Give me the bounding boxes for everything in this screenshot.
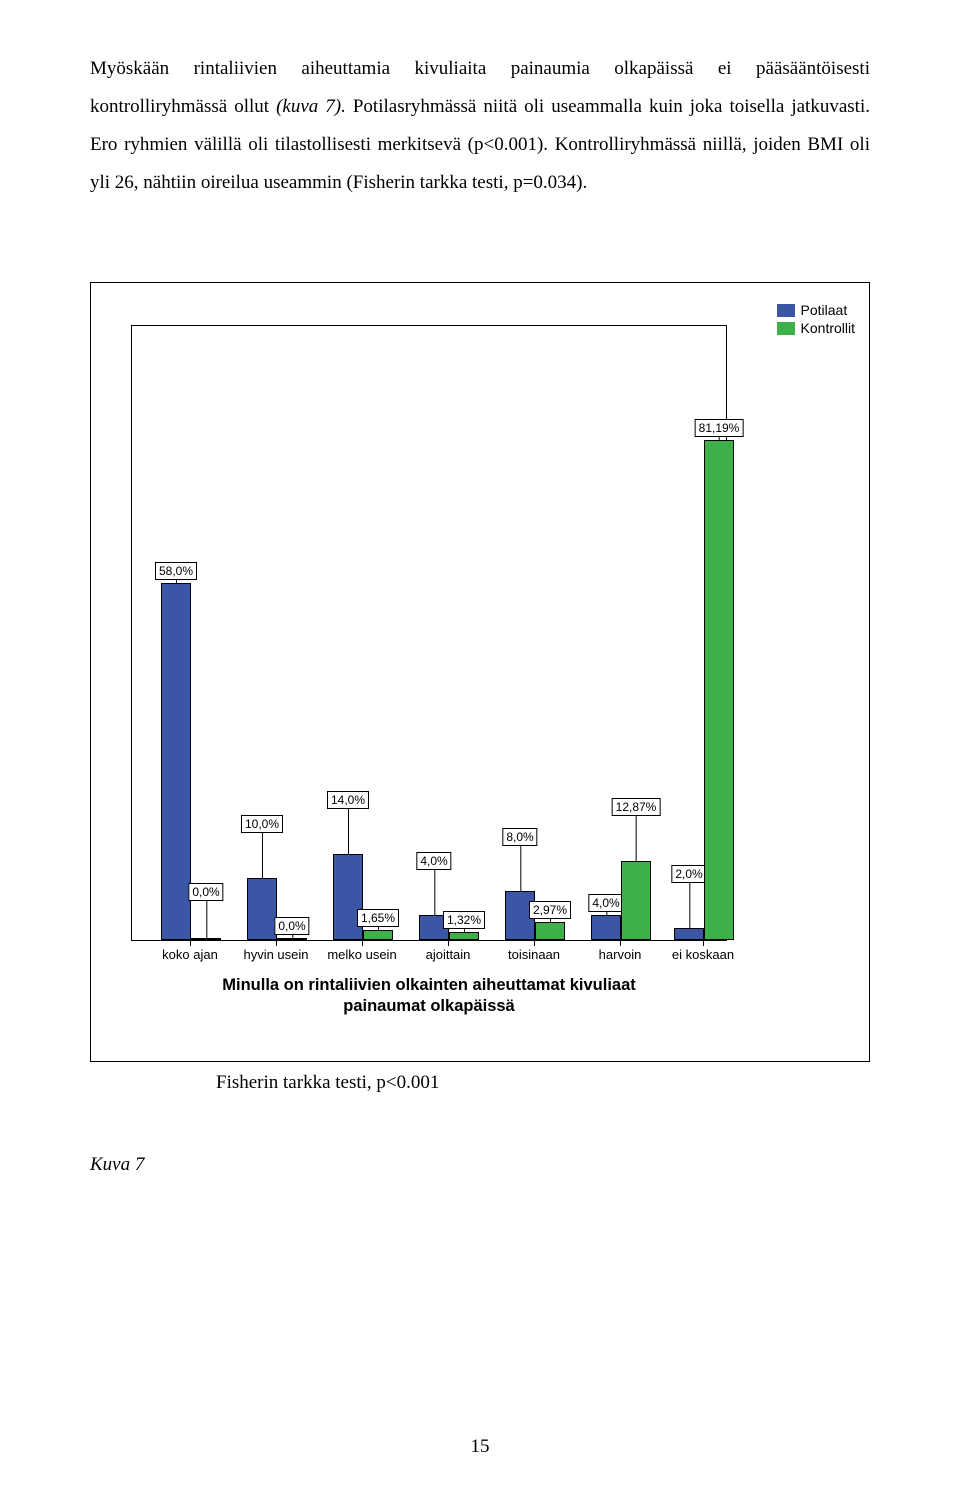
xaxis-title-line1: Minulla on rintaliivien olkainten aiheut… [222, 976, 636, 994]
bar-controls: 1,65% [363, 930, 393, 940]
xaxis-title-line2: painaumat olkapäissä [343, 997, 515, 1015]
bar-value-label: 0,0% [188, 883, 223, 901]
para-text-italic: (kuva 7). [276, 96, 346, 117]
x-category-label: toisinaan [508, 947, 560, 962]
bar-value-label: 2,0% [671, 865, 706, 883]
bar-controls: 81,19% [704, 440, 734, 940]
chart-caption: Fisherin tarkka testi, p<0.001 [216, 1072, 870, 1094]
bar-patients: 10,0% [247, 878, 277, 940]
bar-value-label: 14,0% [327, 791, 369, 809]
chart-container: Potilaat Kontrollit 58,0%0,0%10,0%0,0%14… [90, 282, 870, 1062]
bar-value-label: 2,97% [529, 901, 571, 919]
bar-controls: 1,32% [449, 932, 479, 940]
bar-controls: 0,0% [277, 938, 307, 940]
legend-item-patients: Potilaat [777, 301, 855, 319]
bar-value-label: 1,65% [357, 909, 399, 927]
bar-group: 8,0%2,97% [505, 891, 565, 940]
bar-value-label: 10,0% [241, 815, 283, 833]
figure-label: Kuva 7 [90, 1154, 870, 1176]
bar-group: 10,0%0,0% [247, 878, 307, 940]
bar-value-label: 8,0% [502, 828, 537, 846]
x-category-label: melko usein [327, 947, 396, 962]
bar-group: 4,0%1,32% [419, 915, 479, 940]
bar-value-label: 58,0% [155, 562, 197, 580]
legend-swatch-controls [777, 322, 795, 335]
legend-label-patients: Potilaat [801, 301, 848, 319]
chart-legend: Potilaat Kontrollit [777, 301, 855, 337]
legend-swatch-patients [777, 304, 795, 317]
bar-controls: 0,0% [191, 938, 221, 940]
bar-group: 58,0%0,0% [161, 583, 221, 940]
bar-controls: 2,97% [535, 922, 565, 940]
bar-patients: 2,0% [674, 928, 704, 940]
bar-value-label: 12,87% [612, 798, 661, 816]
x-category-label: harvoin [599, 947, 642, 962]
legend-item-controls: Kontrollit [777, 319, 855, 337]
legend-label-controls: Kontrollit [801, 319, 855, 337]
bar-group: 14,0%1,65% [333, 854, 393, 940]
bar-patients: 58,0% [161, 583, 191, 940]
bar-value-label: 0,0% [274, 917, 309, 935]
body-paragraph: Myöskään rintaliivien aiheuttamia kivuli… [90, 50, 870, 202]
bar-value-label: 1,32% [443, 911, 485, 929]
page-number: 15 [471, 1436, 490, 1458]
chart-plot-area: 58,0%0,0%10,0%0,0%14,0%1,65%4,0%1,32%8,0… [131, 325, 727, 941]
bar-group: 2,0%81,19% [674, 440, 734, 940]
bar-patients: 4,0% [591, 915, 621, 940]
x-category-label: hyvin usein [243, 947, 308, 962]
bar-group: 4,0%12,87% [591, 861, 651, 940]
x-category-label: ei koskaan [672, 947, 734, 962]
bar-value-label: 4,0% [416, 852, 451, 870]
x-category-label: koko ajan [162, 947, 218, 962]
bar-value-label: 4,0% [588, 894, 623, 912]
x-category-label: ajoittain [426, 947, 471, 962]
bar-controls: 12,87% [621, 861, 651, 940]
bar-value-label: 81,19% [695, 419, 744, 437]
chart-x-labels: koko ajan hyvin usein melko usein ajoittain… [131, 947, 727, 969]
chart-x-axis-title: Minulla on rintaliivien olkainten aiheut… [131, 975, 727, 1018]
bar-patients: 14,0% [333, 854, 363, 940]
